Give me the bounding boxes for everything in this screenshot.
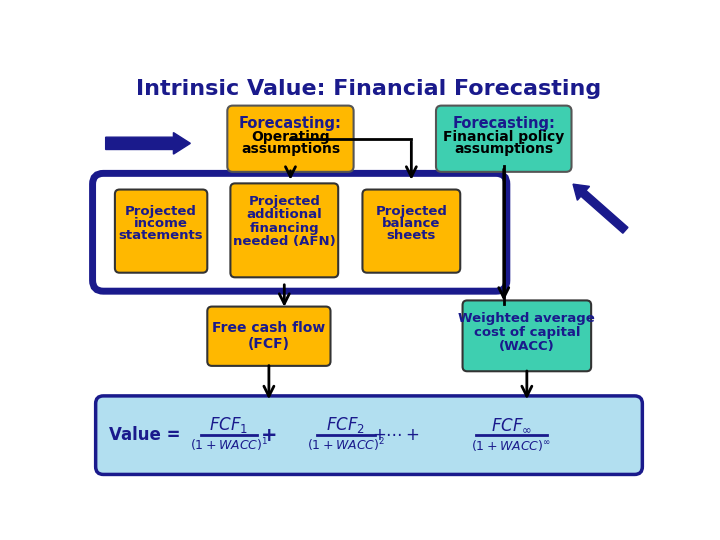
FancyBboxPatch shape [115,190,207,273]
Text: $(1 + WACC)^2$: $(1 + WACC)^2$ [307,436,385,454]
Text: $(1 + WACC)^\infty$: $(1 + WACC)^\infty$ [472,438,552,453]
Text: $FCF_1$: $FCF_1$ [210,415,248,435]
Text: statements: statements [119,230,204,242]
Text: sheets: sheets [387,230,436,242]
Text: Free cash flow: Free cash flow [212,321,325,335]
Text: Value =: Value = [109,426,180,444]
FancyBboxPatch shape [207,307,330,366]
Text: (WACC): (WACC) [499,340,554,353]
Text: $FCF_\infty$: $FCF_\infty$ [491,416,532,434]
FancyBboxPatch shape [96,396,642,475]
FancyBboxPatch shape [230,184,338,278]
Text: Operating: Operating [251,130,330,144]
Text: Intrinsic Value: Financial Forecasting: Intrinsic Value: Financial Forecasting [136,79,602,99]
Text: financing: financing [250,221,319,234]
Text: cost of capital: cost of capital [474,326,580,339]
Text: balance: balance [382,217,441,230]
Text: Forecasting:: Forecasting: [239,116,342,131]
FancyArrow shape [573,184,628,233]
FancyBboxPatch shape [362,190,460,273]
Text: Projected: Projected [125,205,197,218]
Text: additional: additional [246,208,322,221]
Text: assumptions: assumptions [454,143,553,157]
Text: (FCF): (FCF) [248,336,290,350]
Text: Projected: Projected [375,205,447,218]
FancyBboxPatch shape [436,106,572,172]
Text: Weighted average: Weighted average [459,313,595,326]
Text: Forecasting:: Forecasting: [452,116,555,131]
FancyBboxPatch shape [462,300,591,372]
Text: assumptions: assumptions [241,143,340,157]
Text: +: + [261,426,277,444]
FancyBboxPatch shape [93,173,507,291]
FancyBboxPatch shape [228,106,354,172]
Text: $+ \cdots +$: $+ \cdots +$ [372,426,420,444]
FancyArrow shape [106,132,190,154]
Text: Projected: Projected [248,195,320,208]
Text: needed (AFN): needed (AFN) [233,234,336,248]
Text: Financial policy: Financial policy [443,130,564,144]
Text: $(1 + WACC)^1$: $(1 + WACC)^1$ [190,436,268,454]
Text: $FCF_2$: $FCF_2$ [326,415,365,435]
Text: income: income [134,217,188,230]
